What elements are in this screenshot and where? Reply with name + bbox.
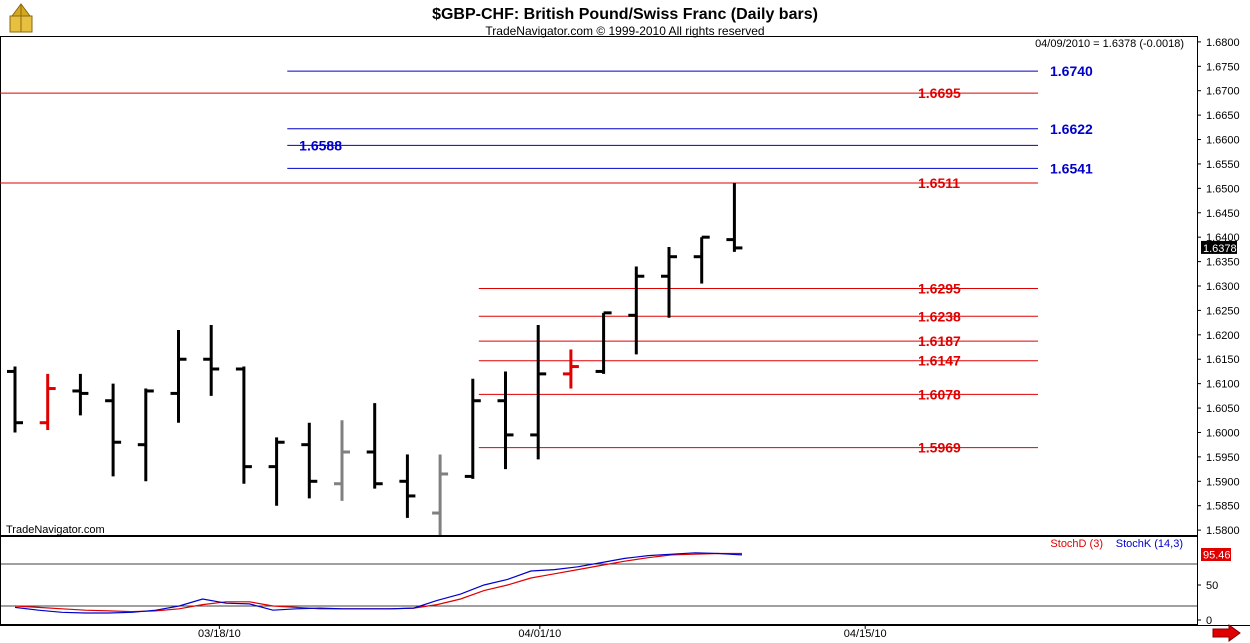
price-tick-label: 1.6750 <box>1206 61 1240 73</box>
stoch-axis: 50 0 <box>1197 580 1218 627</box>
scroll-right-arrow-icon[interactable] <box>1212 624 1241 642</box>
ohlc-bar <box>72 373 89 416</box>
stochastic-layer <box>0 552 1197 614</box>
ohlc-bar <box>726 182 743 252</box>
price-tick-label: 1.6800 <box>1206 37 1240 49</box>
time-tick-label: 04/01/10 <box>518 628 561 640</box>
level-label: 1.6078 <box>918 386 961 402</box>
price-tick-label: 1.5800 <box>1206 525 1240 537</box>
ohlc-bar <box>105 383 122 477</box>
ohlc-bar <box>203 325 220 396</box>
level-label: 1.6238 <box>918 308 961 324</box>
price-tick-label: 1.6100 <box>1206 379 1240 391</box>
price-tick-label: 1.6250 <box>1206 305 1240 317</box>
chart-title: $GBP-CHF: British Pound/Swiss Franc (Dai… <box>432 6 818 23</box>
chart-subtitle: TradeNavigator.com © 1999-2010 All right… <box>485 24 764 38</box>
time-tick-label: 04/15/10 <box>844 628 887 640</box>
ohlc-bar <box>235 366 252 484</box>
level-label: 1.6622 <box>1050 121 1093 137</box>
logo-icon <box>9 3 33 33</box>
price-tick-label: 1.6450 <box>1206 208 1240 220</box>
ohlc-bar <box>268 437 285 506</box>
stoch-d-legend: StochD (3) <box>1050 538 1103 550</box>
ohlc-bar <box>7 366 23 433</box>
price-tick-label: 1.6550 <box>1206 159 1240 171</box>
last-bar-info: 04/09/2010 = 1.6378 (-0.0018) <box>1035 38 1184 50</box>
price-tick-label: 1.5900 <box>1206 476 1240 488</box>
time-tick-label: 03/18/10 <box>198 628 241 640</box>
level-label: 1.6511 <box>918 175 960 191</box>
ohlc-bar <box>464 378 481 479</box>
ohlc-bar <box>661 246 677 318</box>
price-tick-label: 1.6350 <box>1206 257 1240 269</box>
ohlc-bar <box>628 266 645 355</box>
level-label: 1.6740 <box>1050 63 1093 79</box>
price-panel-frame <box>0 36 1198 536</box>
price-axis: 1.6800 1.6750 1.6700 1.6650 1.6600 1.6550 1.65… <box>1197 37 1240 537</box>
level-label: 1.6295 <box>918 280 961 296</box>
level-label: 1.6541 <box>1050 160 1093 176</box>
level-label: 1.6147 <box>918 353 961 369</box>
level-label: 1.5969 <box>918 440 961 456</box>
ohlc-bar <box>366 403 383 489</box>
level-label: 1.6588 <box>299 137 342 153</box>
ohlc-bar <box>595 311 612 374</box>
price-tick-label: 1.6150 <box>1206 354 1240 366</box>
stoch-k-legend: StochK (14,3) <box>1116 538 1183 550</box>
last-price-tag: 1.6378 <box>1201 240 1237 255</box>
price-tick-label: 1.6650 <box>1206 110 1240 122</box>
ohlc-bar <box>334 420 350 501</box>
levels-layer: 1.6740 1.6695 1.6622 1.6588 1.6541 1.6511 1.62… <box>0 63 1093 456</box>
stoch-tick-label: 0 <box>1206 615 1212 627</box>
price-tick-label: 1.6600 <box>1206 135 1240 147</box>
price-tick-label: 1.5950 <box>1206 452 1240 464</box>
time-axis: 03/18/10 04/01/10 04/15/10 <box>198 625 887 640</box>
price-tick-label: 1.6500 <box>1206 183 1240 195</box>
watermark: TradeNavigator.com <box>6 524 105 536</box>
stoch-value-tag: 95.46 <box>1201 548 1231 562</box>
ohlc-bar <box>137 388 154 482</box>
level-label: 1.6695 <box>918 85 961 101</box>
ohlc-bar <box>170 329 187 423</box>
level-label: 1.6187 <box>918 333 961 349</box>
stoch-last-value: 95.46 <box>1203 550 1231 562</box>
price-tick-label: 1.6050 <box>1206 403 1240 415</box>
ohlc-bar <box>399 454 416 518</box>
price-tick-label: 1.5850 <box>1206 501 1240 513</box>
ohlc-bar <box>530 325 547 460</box>
price-tick-label: 1.6300 <box>1206 281 1240 293</box>
ohlc-bar <box>497 371 514 470</box>
ohlc-bar <box>432 454 449 535</box>
price-tick-label: 1.6700 <box>1206 86 1240 98</box>
last-price-label: 1.6378 <box>1203 243 1237 255</box>
ohlc-bar <box>39 373 56 431</box>
ohlc-bar <box>301 422 318 499</box>
ohlc-bar <box>562 349 579 389</box>
bars-layer <box>7 182 743 535</box>
stochastic-panel-frame <box>0 536 1198 625</box>
ohlc-bar <box>693 235 710 284</box>
stoch-k-line <box>14 552 743 614</box>
price-tick-label: 1.6200 <box>1206 330 1240 342</box>
stoch-d-line <box>14 552 742 613</box>
price-tick-label: 1.6000 <box>1206 427 1240 439</box>
stoch-tick-label: 50 <box>1206 580 1218 592</box>
